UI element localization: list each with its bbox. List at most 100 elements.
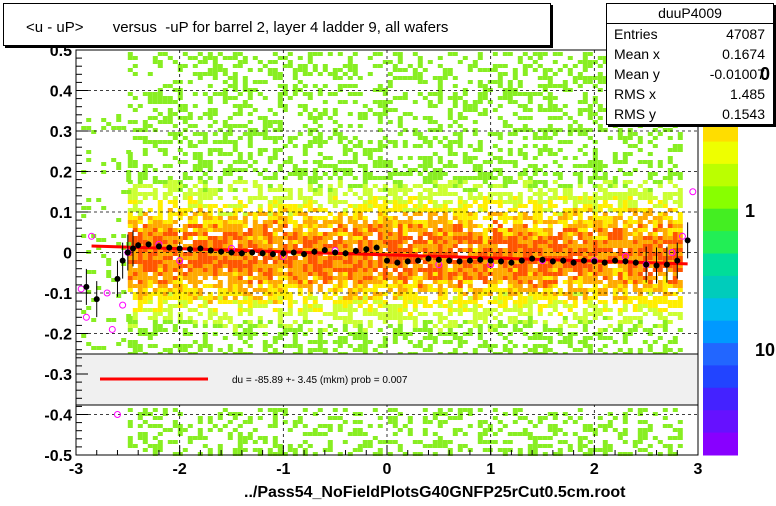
heatmap-cell — [537, 108, 543, 112]
heatmap-cell — [437, 184, 443, 188]
heatmap-cell — [507, 132, 513, 136]
heatmap-cell — [532, 52, 538, 56]
heatmap-cell — [667, 208, 673, 212]
heatmap-cell — [297, 188, 303, 192]
heatmap-cell — [402, 224, 408, 228]
heatmap-cell — [352, 232, 358, 236]
heatmap-cell — [632, 304, 638, 308]
heatmap-cell — [592, 312, 598, 316]
heatmap-cell — [272, 240, 278, 244]
heatmap-cell — [157, 204, 163, 208]
heatmap-cell — [277, 312, 283, 316]
heatmap-cell — [302, 220, 308, 224]
heatmap-cell — [397, 56, 403, 60]
heatmap-cell — [577, 212, 583, 216]
heatmap-cell — [197, 176, 203, 180]
heatmap-cell — [557, 452, 563, 456]
heatmap-cell — [442, 192, 448, 196]
heatmap-cell — [517, 84, 523, 88]
heatmap-cell — [447, 312, 453, 316]
heatmap-cell — [287, 428, 293, 432]
heatmap-cell — [207, 344, 213, 348]
heatmap-cell — [467, 296, 473, 300]
heatmap-cell — [462, 212, 468, 216]
heatmap-cell — [252, 296, 258, 300]
heatmap-cell — [267, 276, 273, 280]
heatmap-cell — [262, 340, 268, 344]
heatmap-cell — [572, 304, 578, 308]
heatmap-cell — [202, 436, 208, 440]
heatmap-cell — [392, 184, 398, 188]
heatmap-cell — [237, 124, 243, 128]
heatmap-cell — [192, 292, 198, 296]
heatmap-cell — [172, 328, 178, 332]
heatmap-cell — [227, 56, 233, 60]
heatmap-cell — [202, 132, 208, 136]
heatmap-cell — [587, 248, 593, 252]
heatmap-cell — [172, 292, 178, 296]
heatmap-cell — [582, 92, 588, 96]
heatmap-cell — [317, 116, 323, 120]
heatmap-cell — [457, 444, 463, 448]
heatmap-cell — [627, 300, 633, 304]
heatmap-cell — [497, 80, 503, 84]
heatmap-cell — [537, 228, 543, 232]
heatmap-cell — [612, 292, 618, 296]
heatmap-cell — [202, 252, 208, 256]
heatmap-cell — [297, 132, 303, 136]
heatmap-cell — [442, 188, 448, 192]
heatmap-cell — [157, 248, 163, 252]
heatmap-cell — [272, 172, 278, 176]
heatmap-cell — [257, 300, 263, 304]
heatmap-cell — [377, 276, 383, 280]
heatmap-cell — [587, 64, 593, 68]
heatmap-cell — [477, 172, 483, 176]
heatmap-cell — [402, 232, 408, 236]
heatmap-cell — [472, 184, 478, 188]
heatmap-cell — [242, 420, 248, 424]
heatmap-cell — [607, 216, 613, 220]
heatmap-cell — [657, 244, 663, 248]
heatmap-cell — [667, 340, 673, 344]
heatmap-cell — [337, 160, 343, 164]
heatmap-cell — [277, 188, 283, 192]
heatmap-cell — [392, 284, 398, 288]
heatmap-cell — [372, 52, 378, 56]
heatmap-cell — [427, 200, 433, 204]
heatmap-cell — [502, 232, 508, 236]
heatmap-cell — [352, 432, 358, 436]
heatmap-cell — [152, 256, 158, 260]
heatmap-cell — [422, 180, 428, 184]
heatmap-cell — [597, 424, 603, 428]
heatmap-cell — [287, 268, 293, 272]
heatmap-cell — [422, 268, 428, 272]
heatmap-cell — [302, 168, 308, 172]
heatmap-cell — [237, 220, 243, 224]
heatmap-cell — [262, 120, 268, 124]
heatmap-cell — [527, 296, 533, 300]
heatmap-cell — [227, 272, 233, 276]
heatmap-cell — [262, 268, 268, 272]
heatmap-cell — [297, 324, 303, 328]
heatmap-cell — [537, 52, 543, 56]
heatmap-cell — [237, 52, 243, 56]
heatmap-cell — [557, 324, 563, 328]
heatmap-cell — [577, 448, 583, 452]
heatmap-cell — [512, 344, 518, 348]
heatmap-cell — [447, 96, 453, 100]
heatmap-cell — [192, 216, 198, 220]
heatmap-cell — [292, 276, 298, 280]
heatmap-cell — [257, 264, 263, 268]
heatmap-cell — [612, 328, 618, 332]
heatmap-cell — [442, 240, 448, 244]
heatmap-cell — [217, 280, 223, 284]
heatmap-cell — [147, 424, 153, 428]
heatmap-cell — [312, 172, 318, 176]
heatmap-cell — [662, 320, 668, 324]
heatmap-cell — [452, 224, 458, 228]
heatmap-cell — [162, 408, 168, 412]
heatmap-cell — [507, 268, 513, 272]
heatmap-cell — [277, 288, 283, 292]
heatmap-cell — [397, 324, 403, 328]
heatmap-cell — [502, 64, 508, 68]
